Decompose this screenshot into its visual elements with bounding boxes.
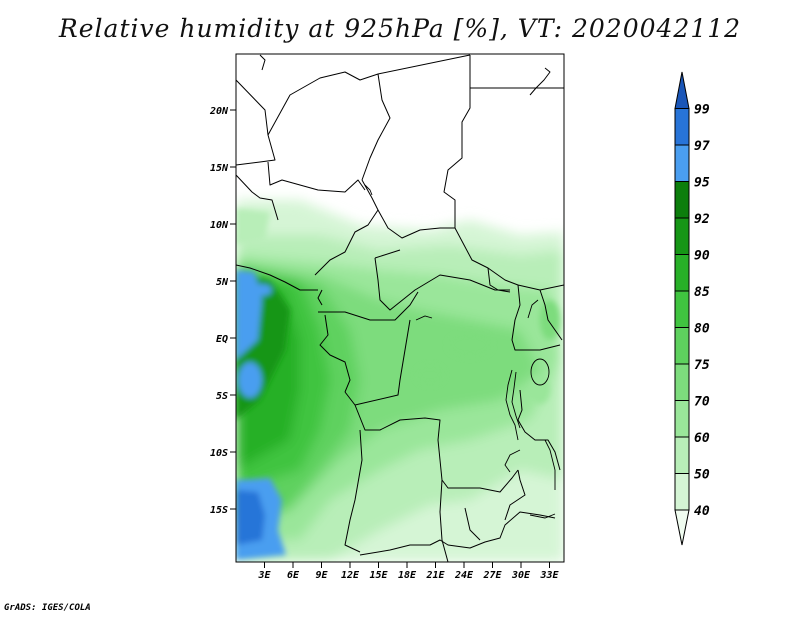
country-borders [236,54,564,562]
lon-label: 6E [287,570,300,581]
colorbar-bin [674,108,690,146]
lon-label: 12E [341,570,360,581]
colorbar-label: 90 [694,249,710,264]
colorbar-label: 50 [694,468,710,483]
colorbar-label: 60 [694,431,710,446]
lat-label: 10S [210,448,228,459]
colorbar-bin [674,217,690,255]
map-panel [236,54,564,562]
map-title: Relative humidity at 925hPa [%], VT: 202… [58,14,742,43]
lat-label: 20N [209,106,229,117]
colorbar-label: 85 [694,285,710,300]
colorbar-label: 99 [694,103,710,118]
colorbar-label: 92 [694,212,710,227]
lat-label: EQ [216,334,228,345]
map-frame [235,53,565,563]
colorbar-bin [674,509,690,546]
colorbar-bin [674,473,690,511]
lat-label: 15S [210,505,228,516]
colorbar-label: 95 [694,176,710,191]
colorbar-label: 75 [694,358,710,373]
colorbar-bin [674,254,690,292]
lat-label: 5S [216,391,228,402]
lon-label: 15E [369,570,388,581]
lakes [364,184,556,519]
lon-label: 9E [315,570,328,581]
colorbar-label: 80 [694,322,710,337]
colorbar-label: 40 [694,504,710,519]
colorbar-label: 70 [694,395,710,410]
colorbar-bin [674,327,690,365]
longitude-axis: 3E 6E 9E 12E 15E 18E 21E 24E 27E 30E 33E [257,562,560,581]
latitude-axis: 20N 15N 10N 5N EQ 5S 10S 15S [209,106,236,516]
lat-label: 5N [216,277,229,288]
colorbar-bin [674,181,690,219]
colorbar: 40 50 60 70 75 80 85 90 92 95 97 99 [674,71,710,546]
grads-credit: GrADS: IGES/COLA [4,603,91,613]
lon-label: 33E [539,570,559,581]
colorbar-bin [674,363,690,401]
lon-label: 30E [511,570,531,581]
lon-label: 24E [454,570,474,581]
lon-label: 18E [398,570,417,581]
colorbar-bin [674,71,690,109]
colorbar-label: 97 [694,139,710,154]
colorbar-bin [674,436,690,474]
lon-label: 21E [425,570,445,581]
colorbar-bin [674,290,690,328]
lat-label: 10N [210,220,229,231]
lon-label: 3E [257,570,271,581]
colorbar-bin [674,144,690,182]
colorbar-bin [674,400,690,438]
lat-label: 15N [210,163,229,174]
lon-label: 27E [482,570,502,581]
